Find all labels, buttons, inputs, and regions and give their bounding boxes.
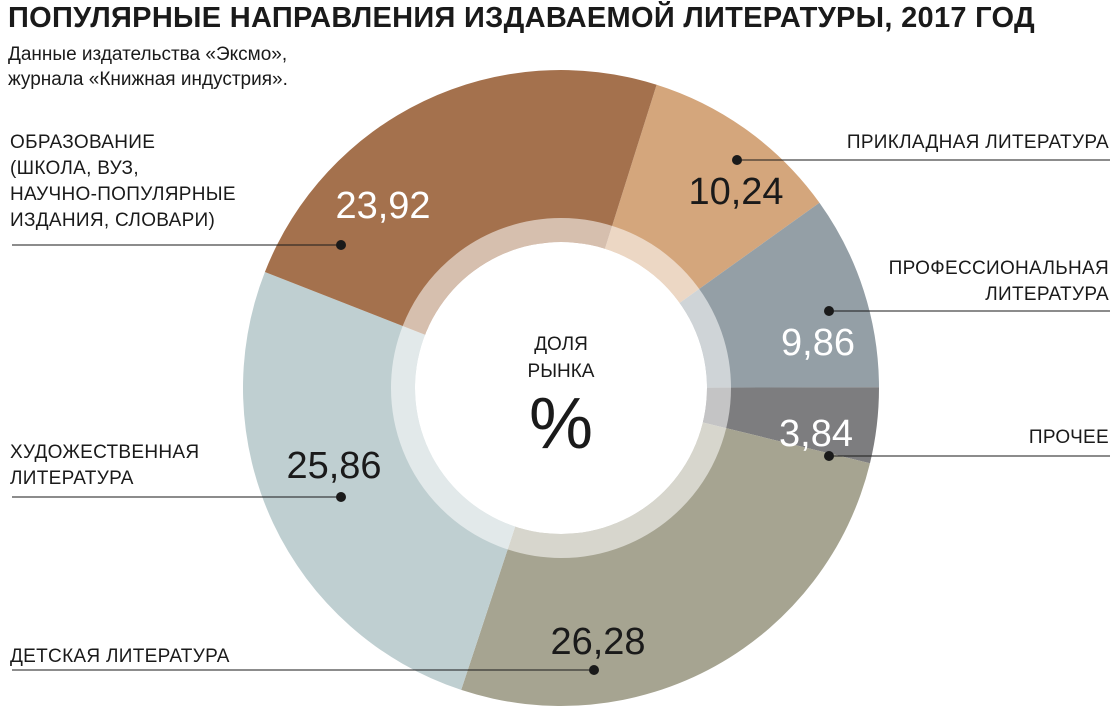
category-label-6-line: НАУЧНО-ПОПУЛЯРНЫЕ (10, 184, 236, 205)
slice-4 (461, 422, 870, 706)
leader-dot-6 (336, 240, 346, 250)
value-label-4: 26,28 (550, 621, 645, 663)
chart-subtitle: Данные издательства «Эксмо», журнала «Кн… (8, 42, 288, 92)
chart-title: ПОПУЛЯРНЫЕ НАПРАВЛЕНИЯ ИЗДАВАЕМОЙ ЛИТЕРА… (8, 2, 1035, 34)
category-label-6-line: ИЗДАНИЯ, СЛОВАРИ) (10, 210, 216, 231)
leader-dot-3 (824, 451, 834, 461)
category-label-2-line: ЛИТЕРАТУРА (985, 284, 1109, 305)
category-label-1-line: ПРИКЛАДНАЯ ЛИТЕРАТУРА (846, 132, 1109, 153)
category-label-3-line: ПРОЧЕЕ (1028, 427, 1109, 448)
value-label-5: 25,86 (286, 445, 381, 487)
category-label-3: ПРОЧЕЕ (1029, 425, 1109, 451)
value-labels-group: 10,24 9,86 3,84 26,28 25,86 23,92 (286, 171, 855, 663)
leader-dot-5 (336, 492, 346, 502)
leader-lines-group (12, 155, 1110, 675)
center-hole (415, 242, 707, 534)
subtitle-line-2: журнала «Книжная индустрия». (8, 69, 288, 90)
category-label-5-line: ХУДОЖЕСТВЕННАЯ (10, 442, 200, 463)
slice-2 (678, 202, 879, 388)
leader-dot-1 (732, 155, 742, 165)
category-label-2-line: ПРОФЕССИОНАЛЬНАЯ (888, 258, 1109, 279)
category-label-5-line: ЛИТЕРАТУРА (10, 468, 134, 489)
subtitle-line-1: Данные издательства «Эксмо», (8, 44, 288, 65)
category-label-2: ПРОФЕССИОНАЛЬНАЯ ЛИТЕРАТУРА (889, 256, 1109, 308)
category-label-6-line: (ШКОЛА, ВУЗ, (10, 158, 139, 179)
inner-ring-group (391, 218, 731, 558)
category-label-1: ПРИКЛАДНАЯ ЛИТЕРАТУРА (847, 130, 1109, 156)
category-label-6-line: ОБРАЗОВАНИЕ (10, 132, 156, 153)
category-label-4: ДЕТСКАЯ ЛИТЕРАТУРА (10, 644, 230, 670)
category-label-4-line: ДЕТСКАЯ ЛИТЕРАТУРА (10, 646, 230, 667)
value-label-2: 9,86 (781, 322, 855, 364)
inner-ring (391, 218, 731, 558)
slices-group (243, 69, 879, 706)
category-label-5: ХУДОЖЕСТВЕННАЯ ЛИТЕРАТУРА (10, 440, 199, 492)
leader-dot-4 (589, 665, 599, 675)
value-label-1: 10,24 (688, 171, 783, 213)
slice-3 (701, 387, 879, 464)
leader-dot-2 (824, 306, 834, 316)
center-label-line-2: РЫНКА (528, 361, 595, 382)
center-percent-symbol: % (529, 384, 593, 464)
center-label-group: ДОЛЯ РЫНКА % (528, 334, 595, 464)
value-label-3: 3,84 (779, 413, 853, 455)
value-label-6: 23,92 (335, 185, 430, 227)
center-label-line-1: ДОЛЯ (534, 334, 588, 355)
slice-5 (243, 272, 516, 690)
category-label-6: ОБРАЗОВАНИЕ (ШКОЛА, ВУЗ, НАУЧНО-ПОПУЛЯРНЫЕ… (10, 130, 236, 234)
slice-6 (264, 69, 657, 336)
